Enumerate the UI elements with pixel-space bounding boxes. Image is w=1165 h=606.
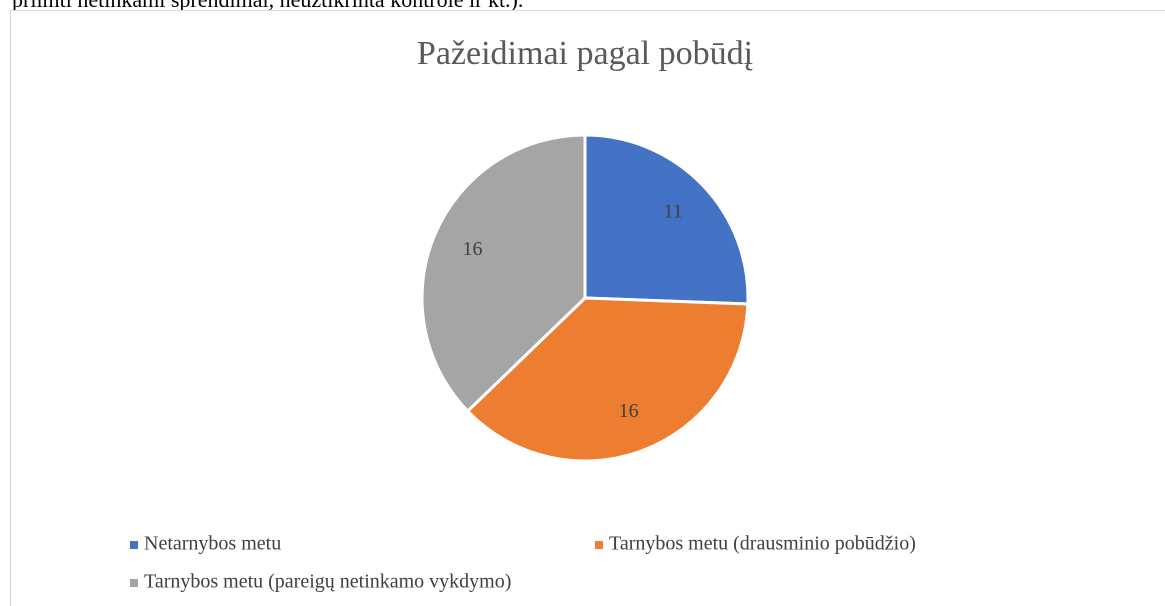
legend-label: Tarnybos metu (drausminio pobūdžio)	[609, 533, 916, 555]
pie-slice	[465, 296, 750, 463]
pie-slice	[420, 133, 587, 414]
legend-swatch	[130, 541, 138, 549]
data-label: 11	[663, 201, 682, 223]
legend-label: Tarnybos metu (pareigų netinkamo vykdymo…	[144, 571, 511, 593]
text-above: priimti netinkami sprendimai, neužtikrin…	[12, 0, 523, 12]
chart-title: Pažeidimai pagal pobūdį	[417, 35, 753, 72]
data-label: 16	[619, 400, 639, 422]
legend-swatch	[595, 541, 603, 549]
data-label: 16	[462, 238, 482, 260]
pie-slice	[583, 133, 750, 306]
legend-swatch	[130, 579, 138, 587]
legend-label: Netarnybos metu	[144, 533, 281, 555]
